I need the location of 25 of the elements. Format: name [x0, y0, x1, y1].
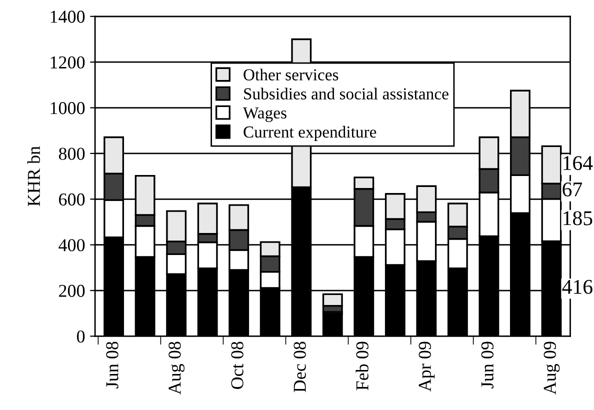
legend-label: Wages [242, 107, 286, 122]
y-tick-label: 200 [59, 284, 85, 297]
x-tick-label: Jun 09 [481, 342, 494, 388]
x-tick-label: Dec 08 [294, 342, 306, 392]
y-tick-label: 800 [58, 148, 85, 160]
data-label: 164 [564, 156, 593, 170]
x-tick-label: Aug 09 [544, 342, 560, 395]
x-tick-label: Oct 08 [231, 342, 244, 389]
data-label: 416 [562, 280, 592, 294]
legend-label: Current expenditure [244, 126, 376, 142]
x-tick-label: Apr 09 [418, 342, 435, 392]
data-label: 67 [562, 182, 582, 196]
y-tick-label: 600 [59, 193, 85, 206]
y-tick-label: 1000 [50, 102, 85, 114]
x-tick-label: Feb 09 [356, 342, 368, 390]
x-tick-label: Jun 08 [106, 342, 118, 388]
y-tick-label: 1400 [50, 10, 85, 23]
y-tick-label: 0 [76, 330, 85, 343]
legend-label: Subsidies and social assistance [244, 88, 448, 100]
y-tick-label: 400 [58, 239, 85, 252]
legend-label: Other services [244, 68, 338, 80]
y-tick-label: 1200 [50, 56, 85, 69]
y-axis-title: KHR bn [27, 146, 40, 206]
data-label: 185 [564, 211, 592, 226]
x-tick-label: Aug 08 [168, 342, 185, 395]
